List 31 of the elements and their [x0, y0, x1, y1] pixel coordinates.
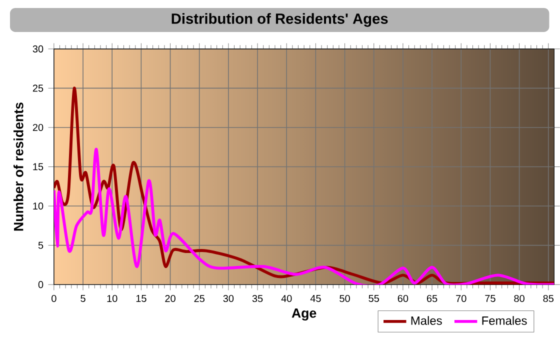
x-tick-label: 15: [136, 294, 146, 302]
x-tick-label: 60: [398, 294, 408, 302]
legend-label: Males: [411, 316, 442, 325]
x-axis-title: Age: [292, 308, 316, 320]
x-tick-label: 50: [340, 294, 350, 302]
y-tick-label: 0: [38, 280, 44, 288]
x-tick-label: 40: [281, 294, 292, 302]
y-tick-label: 10: [33, 202, 44, 210]
y-tick-label: 25: [32, 84, 44, 92]
chart-title: Distribution of Residents' Ages: [172, 12, 388, 27]
y-tick-label: 20: [32, 124, 44, 131]
y-tick-label: 15: [33, 163, 44, 170]
x-tick-label: 75: [485, 294, 496, 302]
x-tick-label: 25: [194, 294, 204, 302]
x-tick-label: 85: [543, 294, 554, 302]
x-tick-label: 30: [223, 294, 234, 302]
x-tick-label: 35: [252, 294, 263, 302]
x-tick-label: 20: [165, 294, 176, 302]
x-tick-label: 5: [80, 294, 86, 302]
line-series: [54, 148, 554, 284]
x-tick-label: 65: [426, 294, 438, 302]
y-axis-title: Number of residents: [14, 102, 24, 230]
legend-label: Females: [482, 316, 527, 325]
x-tick-label: 55: [368, 294, 379, 302]
x-tick-label: 80: [514, 294, 524, 302]
x-tick-label: 70: [456, 294, 466, 302]
x-tick-label: 10: [107, 294, 118, 302]
x-tick-label: 45: [310, 294, 321, 302]
y-tick-label: 5: [38, 242, 44, 249]
y-tick-label: 30: [32, 45, 44, 52]
x-tick-label: 0: [52, 294, 56, 302]
